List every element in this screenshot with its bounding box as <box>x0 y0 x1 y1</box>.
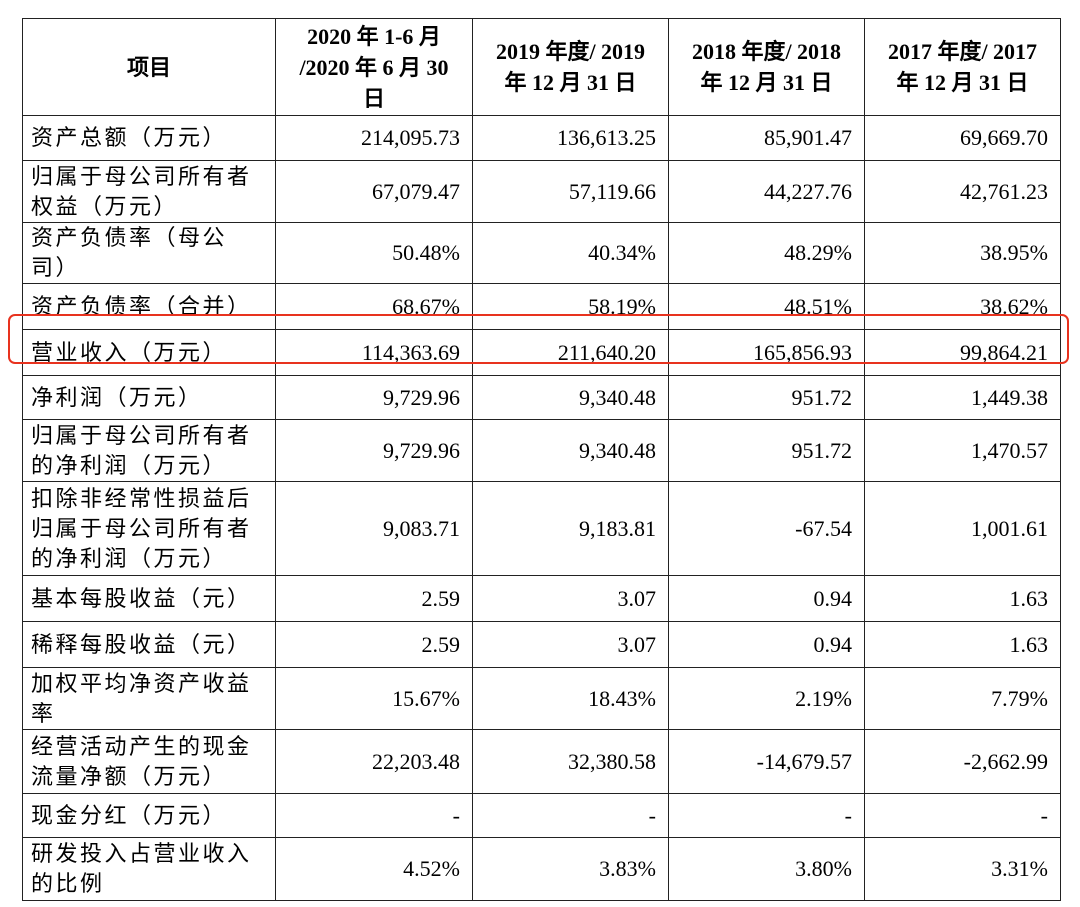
value-cell: 1.63 <box>864 621 1061 668</box>
table-row: 资产负债率（合并） 68.67% 58.19% 48.51% 38.62% <box>22 283 1061 330</box>
value-cell: 114,363.69 <box>275 329 473 376</box>
value-cell: 22,203.48 <box>275 729 473 794</box>
value-cell: 9,729.96 <box>275 419 473 482</box>
value-cell: 48.29% <box>668 222 865 284</box>
table-row: 稀释每股收益（元） 2.59 3.07 0.94 1.63 <box>22 621 1061 668</box>
value-cell: 7.79% <box>864 667 1061 730</box>
value-cell: - <box>668 793 865 838</box>
header-cell: 2020 年 1-6 月 /2020 年 6 月 30 日 <box>275 18 473 116</box>
table-container: 项目 2020 年 1-6 月 /2020 年 6 月 30 日 2019 年度/ … <box>22 18 1061 901</box>
value-cell: 3.07 <box>472 621 669 668</box>
header-cell: 项目 <box>22 18 276 116</box>
value-cell: 3.80% <box>668 837 865 901</box>
value-cell: 48.51% <box>668 283 865 330</box>
value-cell: 57,119.66 <box>472 160 669 223</box>
value-cell: 2.59 <box>275 621 473 668</box>
value-cell: 2.59 <box>275 575 473 622</box>
header-cell: 2017 年度/ 2017 年 12 月 31 日 <box>864 18 1061 116</box>
value-cell: 38.95% <box>864 222 1061 284</box>
value-cell: 9,340.48 <box>472 375 669 420</box>
financial-table: 项目 2020 年 1-6 月 /2020 年 6 月 30 日 2019 年度/ … <box>22 18 1061 901</box>
value-cell: 58.19% <box>472 283 669 330</box>
value-cell: 9,083.71 <box>275 481 473 576</box>
value-cell: -67.54 <box>668 481 865 576</box>
value-cell: 2.19% <box>668 667 865 730</box>
value-cell: 50.48% <box>275 222 473 284</box>
table-row: 归属于母公司所有者权益（万元） 67,079.47 57,119.66 44,227.… <box>22 160 1061 223</box>
row-label: 现金分红（万元） <box>22 793 276 838</box>
value-cell: 1.63 <box>864 575 1061 622</box>
table-row: 归属于母公司所有者的净利润（万元） 9,729.96 9,340.48 951.72 1… <box>22 419 1061 482</box>
row-label: 归属于母公司所有者的净利润（万元） <box>22 419 276 482</box>
table-row: 资产负债率（母公司） 50.48% 40.34% 48.29% 38.95% <box>22 222 1061 284</box>
header-row: 项目 2020 年 1-6 月 /2020 年 6 月 30 日 2019 年度/ … <box>22 18 1061 116</box>
row-label: 经营活动产生的现金流量净额（万元） <box>22 729 276 794</box>
value-cell: 1,470.57 <box>864 419 1061 482</box>
row-label: 净利润（万元） <box>22 375 276 420</box>
row-label: 扣除非经常性损益后归属于母公司所有者的净利润（万元） <box>22 481 276 576</box>
value-cell: 3.07 <box>472 575 669 622</box>
row-label: 研发投入占营业收入的比例 <box>22 837 276 901</box>
header-cell: 2018 年度/ 2018 年 12 月 31 日 <box>668 18 865 116</box>
row-label: 资产总额（万元） <box>22 115 276 161</box>
value-cell: 951.72 <box>668 419 865 482</box>
row-label: 稀释每股收益（元） <box>22 621 276 668</box>
table-row: 资产总额（万元） 214,095.73 136,613.25 85,901.47 69,… <box>22 115 1061 161</box>
value-cell: 951.72 <box>668 375 865 420</box>
value-cell: -14,679.57 <box>668 729 865 794</box>
value-cell: 1,001.61 <box>864 481 1061 576</box>
value-cell: 67,079.47 <box>275 160 473 223</box>
table-row: 加权平均净资产收益率 15.67% 18.43% 2.19% 7.79% <box>22 667 1061 730</box>
value-cell: - <box>864 793 1061 838</box>
header-cell: 2019 年度/ 2019 年 12 月 31 日 <box>472 18 669 116</box>
value-cell: 38.62% <box>864 283 1061 330</box>
value-cell: 214,095.73 <box>275 115 473 161</box>
value-cell: 42,761.23 <box>864 160 1061 223</box>
value-cell: 44,227.76 <box>668 160 865 223</box>
row-label: 营业收入（万元） <box>22 329 276 376</box>
value-cell: - <box>275 793 473 838</box>
value-cell: 3.31% <box>864 837 1061 901</box>
value-cell: 0.94 <box>668 575 865 622</box>
value-cell: 9,183.81 <box>472 481 669 576</box>
row-label: 基本每股收益（元） <box>22 575 276 622</box>
value-cell: 99,864.21 <box>864 329 1061 376</box>
table-row: 扣除非经常性损益后归属于母公司所有者的净利润（万元） 9,083.71 9,183.… <box>22 481 1061 576</box>
value-cell: 211,640.20 <box>472 329 669 376</box>
table-row: 研发投入占营业收入的比例 4.52% 3.83% 3.80% 3.31% <box>22 837 1061 901</box>
value-cell: 15.67% <box>275 667 473 730</box>
value-cell: 0.94 <box>668 621 865 668</box>
row-label: 归属于母公司所有者权益（万元） <box>22 160 276 223</box>
table-row: 现金分红（万元） - - - - <box>22 793 1061 838</box>
value-cell: - <box>472 793 669 838</box>
value-cell: 9,729.96 <box>275 375 473 420</box>
value-cell: 9,340.48 <box>472 419 669 482</box>
value-cell: 68.67% <box>275 283 473 330</box>
table-row: 营业收入（万元） 114,363.69 211,640.20 165,856.93 99… <box>22 329 1061 376</box>
table-row: 净利润（万元） 9,729.96 9,340.48 951.72 1,449.38 <box>22 375 1061 420</box>
value-cell: 18.43% <box>472 667 669 730</box>
value-cell: 85,901.47 <box>668 115 865 161</box>
table-row: 经营活动产生的现金流量净额（万元） 22,203.48 32,380.58 -14,6… <box>22 729 1061 794</box>
row-label: 加权平均净资产收益率 <box>22 667 276 730</box>
table-row: 基本每股收益（元） 2.59 3.07 0.94 1.63 <box>22 575 1061 622</box>
value-cell: 136,613.25 <box>472 115 669 161</box>
value-cell: 165,856.93 <box>668 329 865 376</box>
value-cell: 40.34% <box>472 222 669 284</box>
value-cell: 69,669.70 <box>864 115 1061 161</box>
value-cell: 32,380.58 <box>472 729 669 794</box>
value-cell: 4.52% <box>275 837 473 901</box>
row-label: 资产负债率（母公司） <box>22 222 276 284</box>
row-label: 资产负债率（合并） <box>22 283 276 330</box>
value-cell: -2,662.99 <box>864 729 1061 794</box>
value-cell: 1,449.38 <box>864 375 1061 420</box>
value-cell: 3.83% <box>472 837 669 901</box>
